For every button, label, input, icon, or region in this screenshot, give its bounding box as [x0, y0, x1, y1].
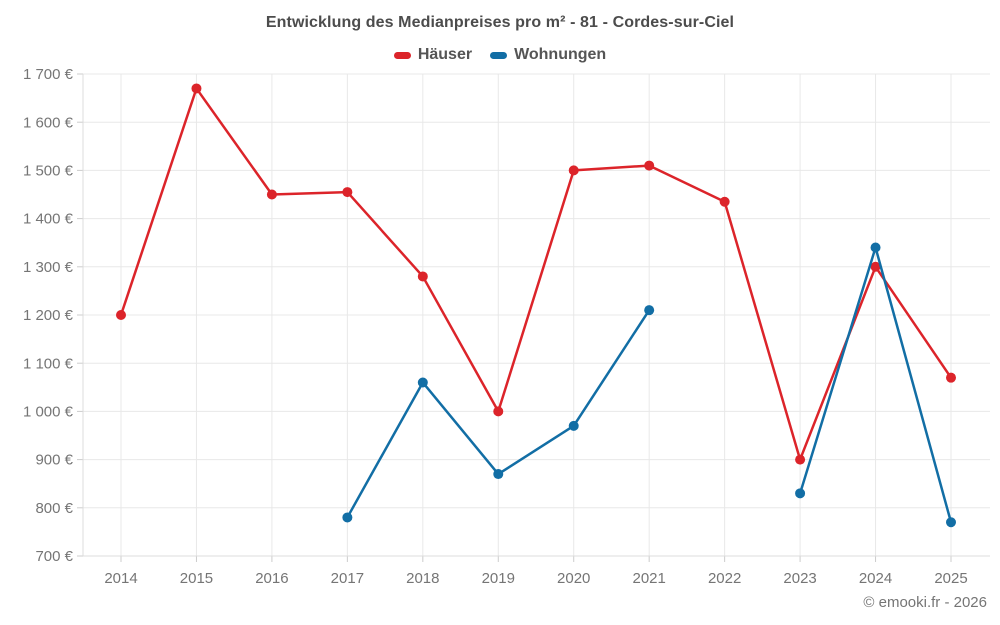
y-axis-label: 1 100 €	[23, 355, 74, 372]
data-point-wohnungen[interactable]	[644, 305, 655, 316]
attribution: © emooki.fr - 2026	[863, 594, 987, 611]
x-axis-label: 2021	[632, 570, 665, 587]
x-axis-label: 2023	[783, 570, 816, 587]
y-axis-label: 700 €	[35, 548, 73, 565]
haeuser-series-swatch-icon	[393, 51, 411, 59]
data-point-wohnungen[interactable]	[568, 420, 579, 431]
data-point-wohnungen[interactable]	[342, 512, 353, 523]
legend-label-wohnungen: Wohnungen	[514, 46, 607, 63]
y-axis-label: 1 200 €	[23, 307, 74, 324]
y-axis-label: 1 400 €	[23, 211, 74, 228]
data-point-häuser[interactable]	[568, 165, 579, 176]
x-axis-label: 2017	[331, 570, 364, 587]
x-axis-label: 2020	[557, 570, 590, 587]
x-axis-label: 2015	[180, 570, 213, 587]
x-axis-label: 2024	[859, 570, 892, 587]
x-axis-label: 2018	[406, 570, 439, 587]
legend-item-wohnungen[interactable]: Wohnungen	[490, 46, 606, 64]
x-axis-label: 2025	[934, 570, 967, 587]
data-point-wohnungen[interactable]	[870, 242, 881, 253]
data-point-häuser[interactable]	[493, 406, 504, 417]
legend-label-haeuser: Häuser	[417, 46, 473, 63]
data-point-häuser[interactable]	[795, 454, 806, 465]
legend-item-haeuser[interactable]: Häuser	[393, 46, 473, 64]
data-point-wohnungen[interactable]	[946, 517, 956, 528]
data-point-häuser[interactable]	[191, 83, 202, 94]
data-point-häuser[interactable]	[870, 261, 881, 272]
y-axis-label: 1 000 €	[23, 404, 74, 421]
data-point-häuser[interactable]	[417, 271, 428, 282]
x-axis-label: 2016	[255, 570, 288, 587]
data-point-häuser[interactable]	[644, 160, 655, 171]
data-point-wohnungen[interactable]	[417, 377, 428, 388]
data-point-häuser[interactable]	[719, 196, 730, 207]
data-point-häuser[interactable]	[116, 310, 126, 320]
y-axis-label: 900 €	[35, 452, 73, 469]
data-point-wohnungen[interactable]	[795, 488, 806, 499]
y-axis-label: 1 300 €	[23, 259, 74, 276]
series-line-häuser	[119, 87, 953, 461]
y-axis-label: 1 500 €	[23, 163, 74, 180]
y-axis-label: 800 €	[35, 500, 73, 517]
y-axis-label: 1 700 €	[23, 66, 74, 83]
data-point-häuser[interactable]	[266, 189, 277, 200]
data-point-wohnungen[interactable]	[493, 469, 504, 480]
data-point-häuser[interactable]	[342, 187, 353, 198]
data-point-häuser[interactable]	[946, 372, 956, 383]
x-axis-label: 2019	[482, 570, 515, 587]
y-axis-label: 1 600 €	[23, 114, 74, 131]
wohnungen-series-swatch-icon	[490, 51, 508, 59]
x-axis-label: 2022	[708, 570, 741, 587]
chart-legend: Häuser Wohnungen	[0, 46, 1000, 64]
chart-title: Entwicklung des Medianpreises pro m² - 8…	[265, 14, 735, 31]
x-axis-label: 2014	[104, 570, 137, 587]
